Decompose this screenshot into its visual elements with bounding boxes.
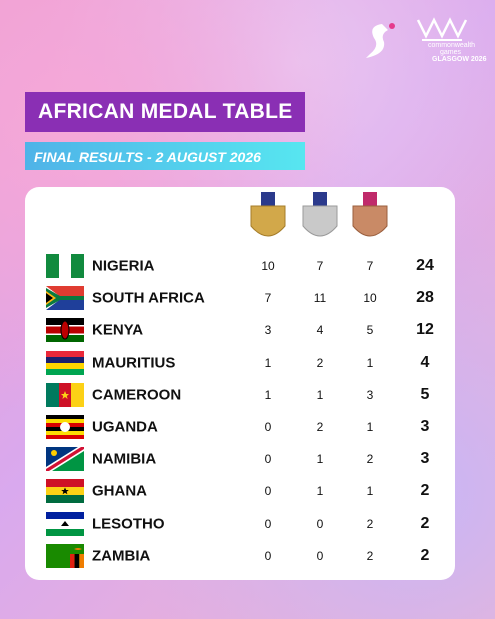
medals bbox=[250, 192, 388, 237]
logo-text: commonwealth bbox=[428, 42, 476, 49]
country-name: NIGERIA bbox=[92, 257, 155, 275]
flag bbox=[46, 511, 84, 536]
total-count: 28 bbox=[416, 289, 434, 307]
flag bbox=[46, 543, 84, 568]
flag bbox=[46, 318, 84, 343]
silver-count: 1 bbox=[316, 484, 324, 499]
flag bbox=[46, 350, 84, 375]
total-count: 2 bbox=[420, 546, 430, 564]
country-name: SOUTH AFRICA bbox=[92, 289, 205, 307]
bronze-count: 1 bbox=[366, 484, 374, 499]
bronze-count: 3 bbox=[366, 387, 374, 402]
total-count: 12 bbox=[416, 321, 434, 339]
silver-count: 2 bbox=[316, 420, 324, 434]
total-count: 2 bbox=[420, 514, 430, 532]
gold-count: 3 bbox=[264, 323, 272, 338]
country-name: ZAMBIA bbox=[92, 547, 151, 565]
bronze-count: 2 bbox=[366, 548, 374, 563]
silver-count: 0 bbox=[316, 516, 324, 531]
total-count: 3 bbox=[420, 450, 430, 468]
bronze-medal bbox=[352, 192, 388, 237]
silver-count: 1 bbox=[316, 387, 324, 402]
flag bbox=[46, 254, 84, 278]
silver-medal bbox=[302, 192, 338, 237]
bronze-count: 5 bbox=[366, 323, 374, 338]
bronze-count: 1 bbox=[366, 420, 374, 434]
gold-count: 0 bbox=[264, 452, 272, 467]
flag bbox=[46, 479, 84, 504]
gold-count: 7 bbox=[264, 291, 272, 306]
gold-count: 0 bbox=[264, 484, 272, 499]
total-count: 3 bbox=[420, 418, 430, 435]
logo-text: games bbox=[440, 49, 462, 56]
title-box bbox=[25, 92, 305, 132]
country-name: UGANDA bbox=[92, 418, 158, 436]
bronze-count: 1 bbox=[366, 355, 374, 370]
country-name: CAMEROON bbox=[92, 386, 182, 404]
title: AFRICAN MEDAL TABLE bbox=[38, 100, 293, 123]
bronze-count: 2 bbox=[366, 516, 374, 531]
gold-medal bbox=[250, 192, 286, 237]
country-name: LESOTHO bbox=[92, 515, 165, 533]
bronze-count: 2 bbox=[366, 452, 374, 467]
country-name: GHANA bbox=[92, 482, 147, 500]
country-name: MAURITIUS bbox=[92, 354, 176, 372]
silver-count: 0 bbox=[316, 548, 324, 563]
flag bbox=[46, 286, 84, 311]
card bbox=[25, 187, 455, 580]
flag bbox=[46, 382, 84, 407]
silver-count: 4 bbox=[316, 323, 324, 338]
country-name: NAMIBIA bbox=[92, 450, 157, 468]
total-count: 4 bbox=[420, 353, 430, 371]
subtitle: FINAL RESULTS - 2 AUGUST 2026 bbox=[34, 149, 261, 165]
gold-count: 0 bbox=[264, 548, 272, 563]
gold-count: 0 bbox=[264, 420, 272, 434]
gold-count: 1 bbox=[264, 387, 272, 402]
country-name: KENYA bbox=[92, 321, 144, 339]
flag bbox=[46, 447, 84, 472]
silver-count: 11 bbox=[313, 291, 327, 306]
bronze-count: 7 bbox=[366, 259, 374, 273]
silver-count: 1 bbox=[316, 452, 324, 467]
total-count: 5 bbox=[420, 385, 430, 403]
gold-count: 10 bbox=[261, 259, 275, 273]
logo-text: GLASGOW 2026 bbox=[432, 56, 487, 63]
total-count: 2 bbox=[420, 482, 430, 500]
bronze-count: 10 bbox=[363, 291, 377, 306]
subtitle-box bbox=[25, 142, 305, 170]
flag bbox=[46, 415, 84, 439]
total-count: 24 bbox=[416, 257, 434, 274]
silver-count: 7 bbox=[316, 259, 324, 273]
gold-count: 0 bbox=[264, 516, 272, 531]
silver-count: 2 bbox=[316, 355, 324, 370]
logo bbox=[366, 17, 468, 58]
gold-count: 1 bbox=[264, 355, 272, 370]
